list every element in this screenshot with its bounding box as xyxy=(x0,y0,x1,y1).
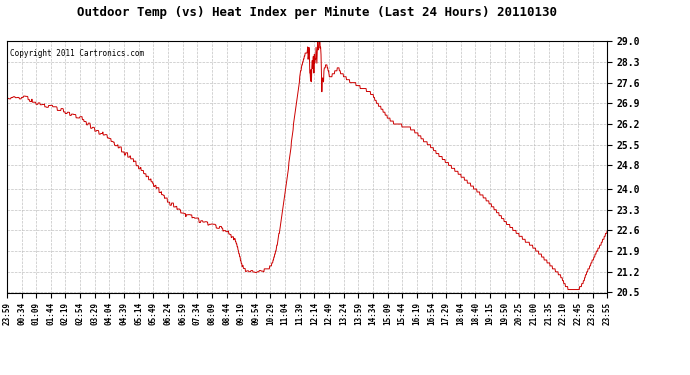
Text: Outdoor Temp (vs) Heat Index per Minute (Last 24 Hours) 20110130: Outdoor Temp (vs) Heat Index per Minute … xyxy=(77,6,558,19)
Text: Copyright 2011 Cartronics.com: Copyright 2011 Cartronics.com xyxy=(10,49,144,58)
